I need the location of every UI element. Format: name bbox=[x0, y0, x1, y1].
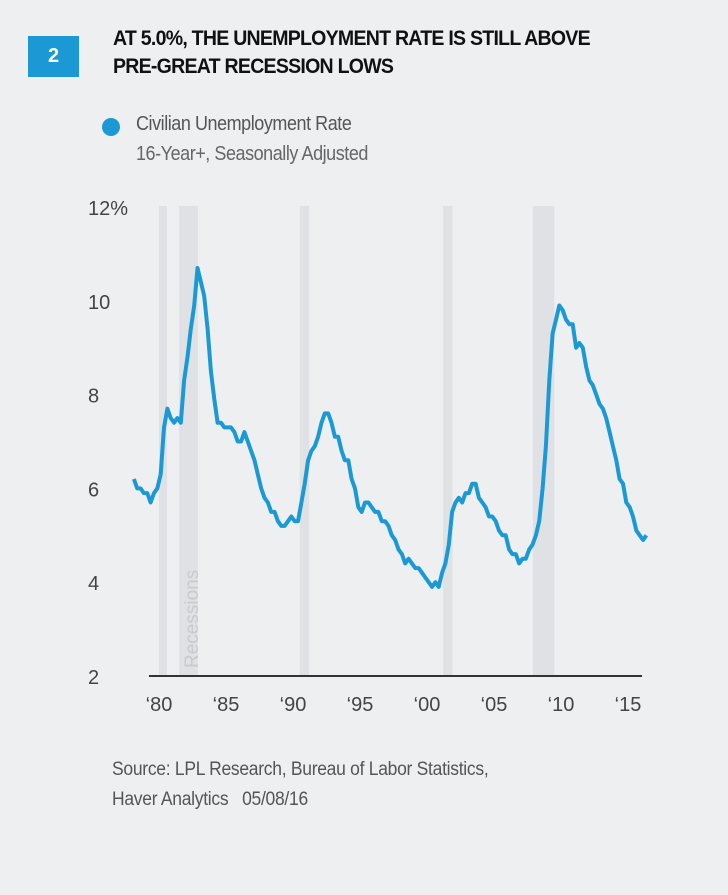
y-tick-label: 6 bbox=[88, 479, 99, 501]
recession-band bbox=[532, 206, 555, 676]
y-tick-label: 4 bbox=[88, 573, 99, 595]
chart-title: AT 5.0%, THE UNEMPLOYMENT RATE IS STILL … bbox=[113, 25, 671, 81]
x-tick-label: ‘15 bbox=[615, 694, 642, 716]
y-tick-label: 2 bbox=[88, 667, 99, 689]
series-line-unemployment-rate bbox=[132, 266, 649, 589]
x-tick-label: ‘05 bbox=[481, 694, 508, 716]
x-tick-label: ‘10 bbox=[548, 694, 575, 716]
y-tick-label: 8 bbox=[88, 386, 99, 408]
y-tick-label: 12% bbox=[88, 198, 128, 220]
x-axis-ticks: ‘80 ‘85 ‘90 ‘95 ‘00 ‘05 ‘10 ‘15 bbox=[146, 694, 642, 716]
x-tick-label: ‘90 bbox=[280, 694, 307, 716]
recession-bands bbox=[159, 206, 555, 676]
y-tick-label: 10 bbox=[88, 292, 110, 314]
source-note: Source: LPL Research, Bureau of Labor St… bbox=[112, 755, 489, 815]
legend-dot-icon bbox=[102, 118, 120, 136]
legend-label: Civilian Unemployment Rate bbox=[136, 113, 352, 135]
x-tick-label: ‘00 bbox=[414, 694, 441, 716]
source-line1: Source: LPL Research, Bureau of Labor St… bbox=[112, 759, 489, 780]
recession-band bbox=[299, 206, 310, 676]
x-tick-label: ‘95 bbox=[347, 694, 374, 716]
recession-label: Recessions bbox=[182, 570, 203, 668]
chart-title-line2: PRE-GREAT RECESSION LOWS bbox=[113, 55, 394, 78]
x-tick-label: ‘80 bbox=[146, 694, 173, 716]
y-axis-ticks: 12% 10 8 6 4 2 bbox=[88, 198, 128, 689]
chart-title-line1: AT 5.0%, THE UNEMPLOYMENT RATE IS STILL … bbox=[113, 27, 591, 50]
x-tick-label: ‘85 bbox=[213, 694, 240, 716]
figure-number-badge: 2 bbox=[28, 36, 79, 77]
recession-band bbox=[443, 206, 453, 676]
source-line2: Haver Analytics 05/08/16 bbox=[112, 789, 308, 810]
legend-sublabel: 16-Year+, Seasonally Adjusted bbox=[136, 143, 368, 165]
